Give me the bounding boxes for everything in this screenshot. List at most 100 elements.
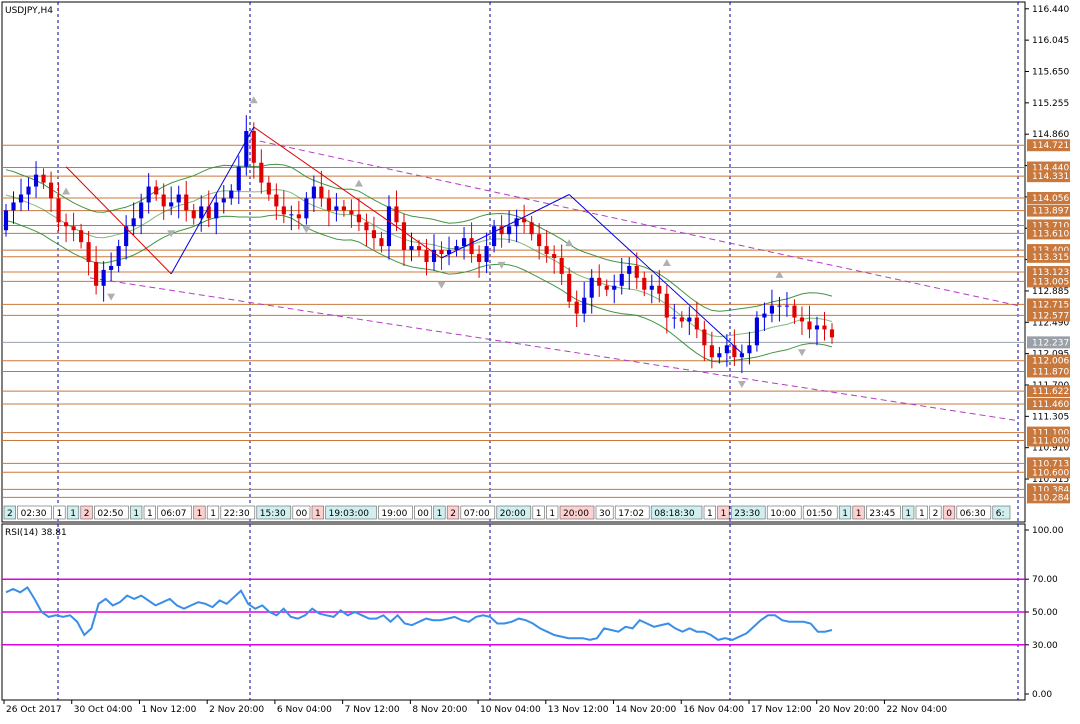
time-box-label: 23:45 [869, 509, 895, 519]
time-box-label: 02:50 [97, 509, 123, 519]
trend-channel [89, 138, 1019, 422]
time-box [838, 505, 852, 520]
candle-bull [409, 246, 414, 251]
time-box-label: 0 [946, 509, 952, 519]
time-box-label: 00 [296, 509, 308, 519]
time-box-label: 1 [919, 509, 925, 519]
fractal-up-icon [565, 239, 574, 247]
price-tick-label: 112.095 [1032, 350, 1069, 360]
time-box [3, 505, 16, 520]
candle-bear [206, 206, 211, 219]
candle-bull [762, 313, 767, 318]
candle-bear [702, 329, 707, 346]
channel-lower [89, 277, 1019, 422]
candle-bull [11, 202, 16, 211]
band-middle [5, 189, 833, 338]
time-box [80, 505, 93, 520]
time-box [193, 505, 206, 520]
time-box-label: 1 [70, 509, 76, 519]
date-tick-label: 6 Nov 04:00 [277, 705, 332, 715]
time-box-label: 19:03:00 [329, 509, 370, 519]
time-box [929, 505, 942, 520]
time-box [532, 505, 545, 520]
level-label: 113.315 [1032, 253, 1069, 263]
time-box [730, 505, 766, 520]
level-label: 110.284 [1032, 493, 1069, 503]
date-tick-label: 16 Nov 04:00 [683, 705, 744, 715]
time-box-label: 23:30 [734, 509, 760, 519]
level-label-box [1027, 204, 1070, 217]
time-box-label: 2 [933, 509, 939, 519]
time-box-label: 2 [7, 509, 13, 519]
date-tick-label: 1 Nov 12:00 [141, 705, 196, 715]
time-box-label: 02:30 [21, 509, 47, 519]
time-box-label: 08:18:30 [654, 509, 695, 519]
candle-bull [747, 345, 752, 354]
time-box [942, 505, 956, 520]
time-box-label: 06:30 [960, 509, 986, 519]
candle-bear [604, 285, 609, 290]
level-label-box [1027, 309, 1070, 322]
date-tick-label: 10 Nov 04:00 [480, 705, 541, 715]
time-box [256, 505, 292, 520]
date-tick-label: 13 Nov 12:00 [548, 705, 609, 715]
candle-bear [529, 222, 534, 235]
candle-bull [492, 226, 497, 247]
band-upper [5, 163, 833, 312]
vertical-separators [57, 2, 1019, 700]
candle-bull [109, 265, 114, 270]
date-tick-label: 8 Nov 20:00 [412, 705, 467, 715]
level-label-box [1027, 466, 1070, 479]
candle-bear [64, 222, 69, 227]
level-label: 111.460 [1032, 400, 1069, 410]
candle-bull [169, 202, 174, 207]
candle-bull [784, 305, 790, 307]
date-tick-label: 17 Nov 12:00 [751, 705, 812, 715]
price-tick-label: 112.885 [1032, 287, 1069, 297]
candle-bull [334, 206, 339, 211]
fractal-markers [62, 96, 806, 388]
candle-bear [416, 246, 422, 251]
time-box [460, 505, 496, 520]
date-tick-label: 20 Nov 20:00 [819, 705, 880, 715]
candle-bear [522, 218, 527, 223]
time-box [414, 505, 432, 520]
level-label: 110.713 [1032, 459, 1069, 469]
time-box [766, 505, 802, 520]
time-box-label: 1 [315, 509, 321, 519]
level-label: 112.715 [1032, 300, 1069, 310]
zigzag-segment [441, 194, 570, 259]
time-box-label: 1 [437, 509, 443, 519]
level-label-box [1027, 192, 1070, 204]
candle-bull [304, 198, 309, 219]
fractal-down-icon [437, 281, 446, 289]
candle-bear [424, 250, 429, 262]
price-tick-label: 116.045 [1032, 36, 1069, 46]
candle-bull [717, 353, 722, 358]
candle-bull [289, 214, 294, 216]
fractal-down-icon [107, 293, 116, 301]
price-tick-label: 115.650 [1032, 67, 1069, 77]
time-box [915, 505, 928, 520]
level-label: 112.577 [1032, 311, 1069, 321]
candle-bear [251, 131, 256, 163]
level-label-box [1027, 227, 1070, 240]
candle-bear [319, 186, 324, 199]
rsi-tick-label: 70.00 [1032, 575, 1058, 585]
candle-bear [154, 186, 159, 195]
horizontal-levels [2, 144, 1025, 498]
time-box-label: 07:00 [464, 509, 490, 519]
fractal-down-icon [167, 230, 176, 238]
fractal-down-icon [302, 226, 311, 234]
candle-bull [619, 273, 624, 286]
candle-bear [732, 345, 737, 358]
candle-bull [3, 210, 9, 231]
candle-bear [829, 329, 835, 338]
level-label: 111.100 [1032, 429, 1069, 439]
candle-bear [161, 194, 166, 207]
time-box [595, 505, 614, 520]
date-tick-label: 14 Nov 20:00 [616, 705, 677, 715]
candle-bull [244, 131, 249, 167]
level-label: 113.897 [1032, 207, 1069, 217]
time-box-label: 30 [599, 509, 611, 519]
